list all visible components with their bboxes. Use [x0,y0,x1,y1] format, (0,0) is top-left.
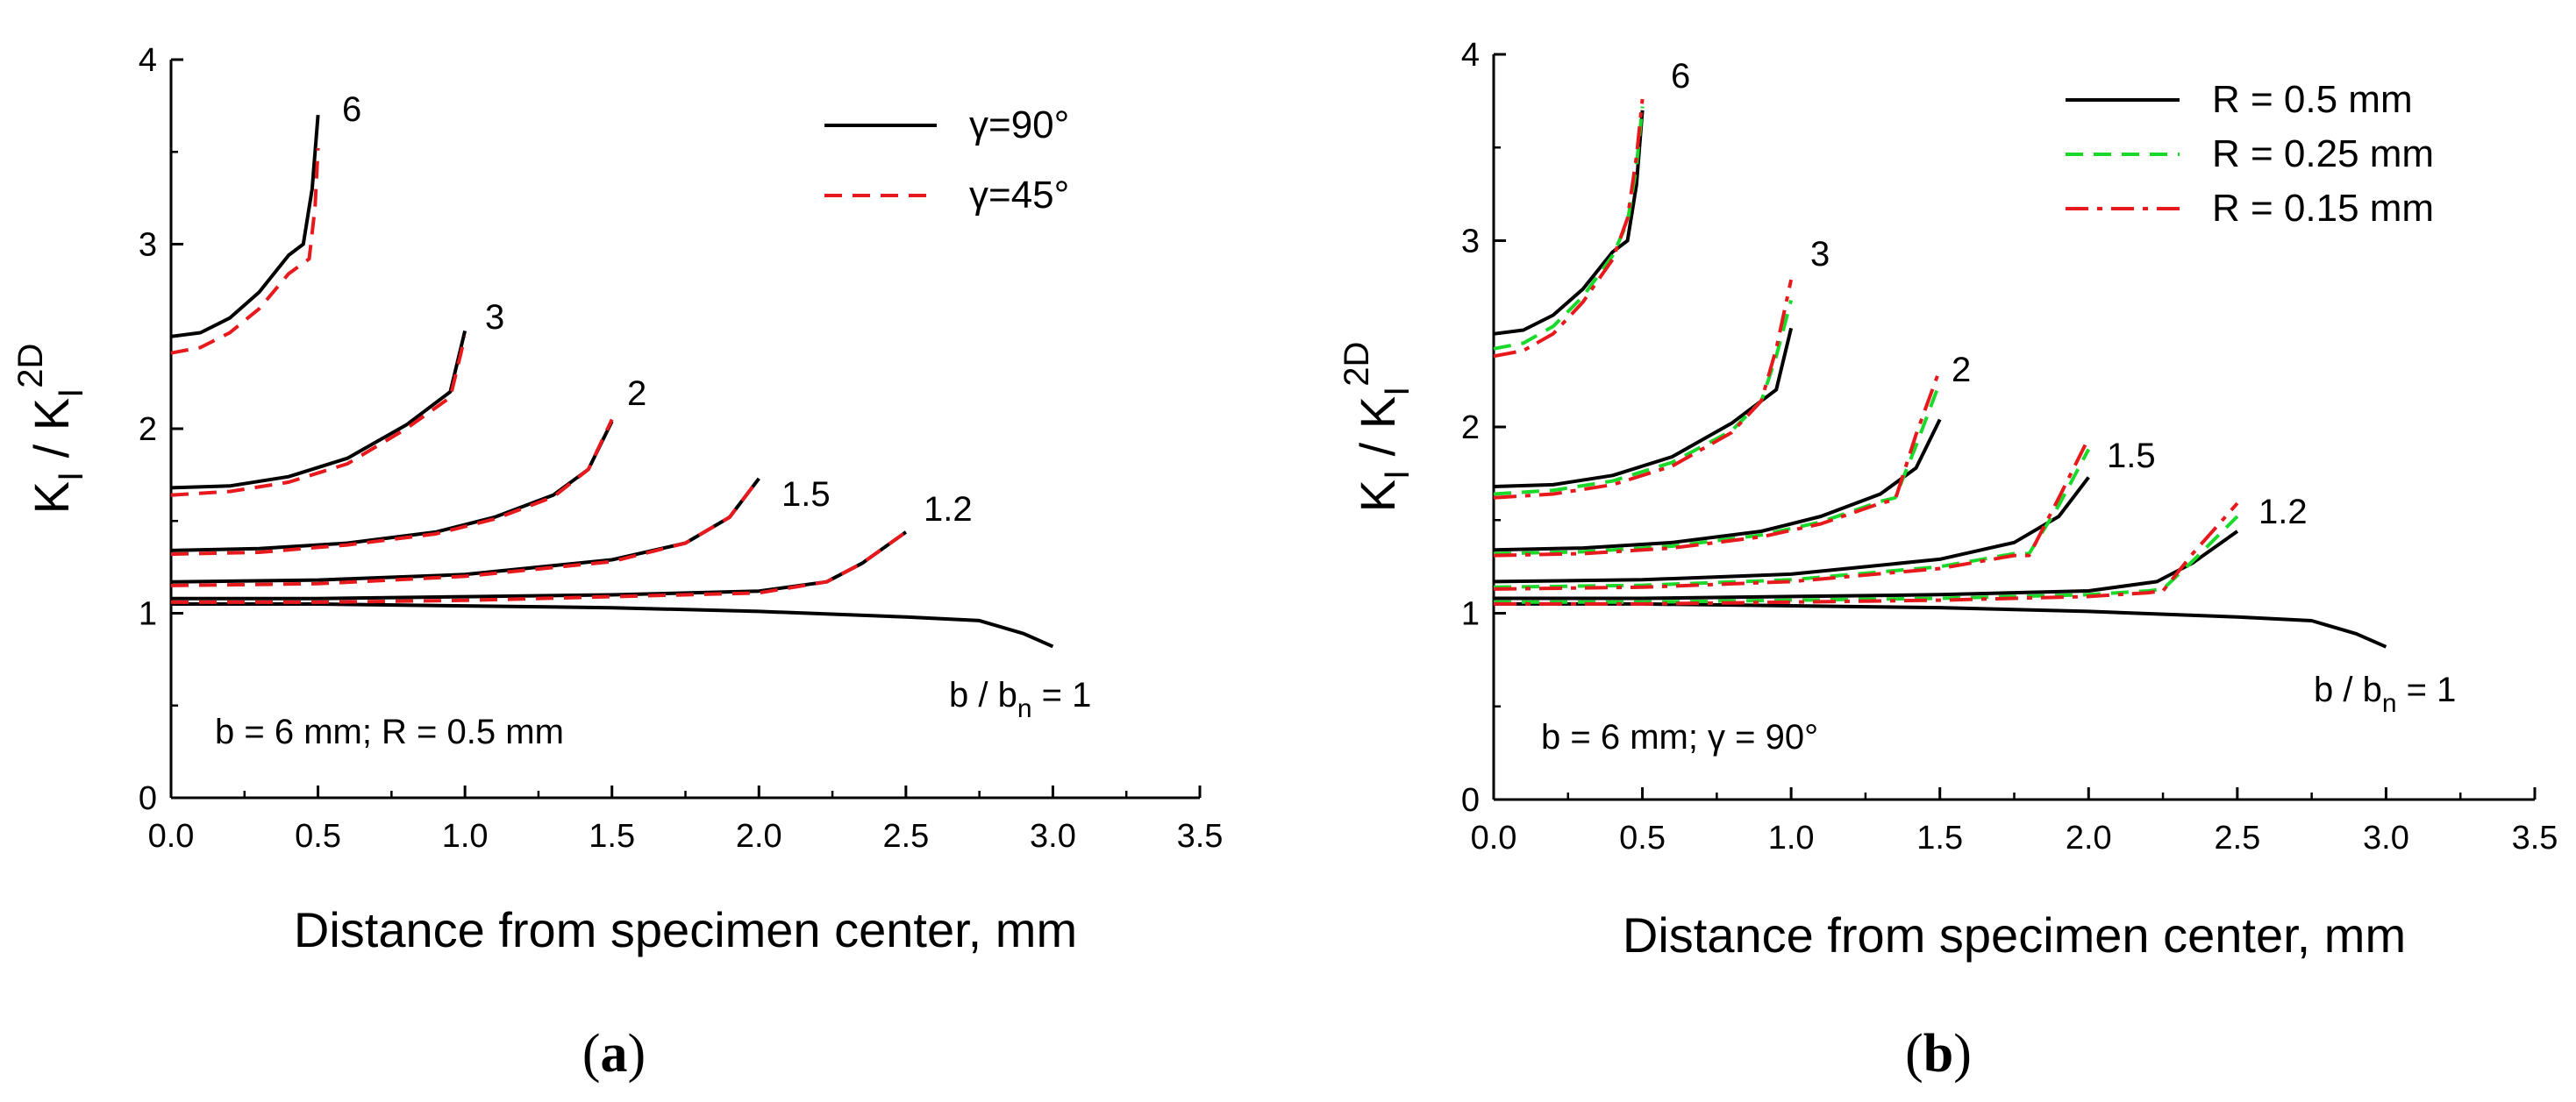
y-tick-label: 1 [139,596,157,633]
x-tick-label: 3.0 [1030,818,1076,855]
parameter-note: b = 6 mm; γ = 90° [1541,718,1818,757]
x-tick-label: 1.5 [1916,820,1963,857]
curve-line [1493,106,1645,351]
x-tick-label: 2.5 [2214,820,2260,857]
y-tick-label: 4 [139,42,157,79]
curve-line [170,336,467,497]
ratio-label: b / bn = 1 [949,676,1091,723]
curve-line [171,602,1054,649]
curve-line [170,477,760,587]
x-tick-label: 1.0 [442,818,489,855]
legend-label: R = 0.5 mm [2212,78,2413,121]
legend-label: R = 0.25 mm [2212,132,2434,175]
curve-label: 3 [1810,235,1830,274]
curve-label: 3 [485,298,504,337]
curve-line [170,330,467,490]
curve-line [170,477,760,584]
curve-line [170,418,614,557]
curve-line [1493,279,1794,500]
panel-label: (a) [582,1024,646,1084]
curve-line [1493,476,2090,584]
legend-label: γ=45° [969,174,1069,217]
y-axis-title: KI / KI2D [11,344,90,515]
curve-label: 1.5 [781,475,831,514]
x-tick-label: 3.5 [1177,818,1224,855]
curve-label: 2 [1952,351,1971,389]
y-tick-label: 0 [1461,782,1480,819]
x-tick-label: 3.0 [2363,820,2409,857]
x-tick-label: 1.0 [1768,820,1815,857]
y-tick-label: 2 [139,411,157,448]
curve-line [1494,601,2387,649]
y-tick-label: 3 [139,227,157,264]
curve-line [1493,368,1942,558]
x-tick-label: 3.5 [2512,820,2558,857]
legend-label: R = 0.15 mm [2212,187,2434,230]
curve-line [1493,437,2091,591]
curve-line [171,530,908,604]
curve-line [1494,515,2239,604]
x-tick-label: 0.5 [1619,820,1666,857]
chart-panel-a: 0.0 0.5 1.0 1.5 2.0 2.5 3.0 3.5 0 1 2 3 4 Distance fr… [11,42,1223,1084]
series-r-0-25-mm [1493,106,2239,604]
curve-line [170,147,320,355]
curve-line [1493,381,1942,556]
chart-panel-b: 0.0 0.5 1.0 1.5 2.0 2.5 3.0 3.5 0 1 2 3 4 Distance fr… [1338,37,2558,1084]
series--45- [170,147,908,604]
series-r-0-15-mm [1493,98,2239,606]
legend: R = 0.5 mm R = 0.25 mm R = 0.15 mm [2066,78,2434,230]
y-tick-label: 1 [1461,596,1480,633]
curve-line [1494,501,2239,606]
x-tick-label: 2.5 [882,818,929,855]
y-tick-label: 0 [139,780,157,817]
x-tick-label: 2.0 [2066,820,2112,857]
curve-label: 1.5 [2107,437,2156,475]
curve-line [1493,327,1794,488]
panel-label: (b) [1905,1024,1972,1084]
curve-line [1493,418,1942,552]
curve-line [1493,98,1645,359]
x-tick-label: 0.5 [295,818,341,855]
x-axis-title: Distance from specimen center, mm [294,902,1077,957]
legend-label: γ=90° [969,103,1069,146]
y-axis-title: KI / KI2D [1338,342,1416,513]
x-tick-label: 1.5 [589,818,635,855]
x-axis-title: Distance from specimen center, mm [1623,907,2406,963]
y-tick-label: 3 [1461,224,1480,260]
parameter-note: b = 6 mm; R = 0.5 mm [215,713,564,751]
y-tick-label: 2 [1461,409,1480,446]
curve-label: 2 [627,374,646,413]
curve-line [170,114,320,338]
curve-line [1493,448,2091,589]
legend: γ=90° γ=45° [824,103,1069,217]
x-tick-label: 0.0 [1471,820,1517,857]
x-tick-label: 2.0 [736,818,782,855]
curve-label: 6 [1671,57,1690,96]
curve-line [1493,110,1645,336]
ratio-label: b / bn = 1 [2314,671,2456,718]
y-tick-label: 4 [1461,37,1480,74]
curve-line [1493,299,1794,496]
curve-label: 6 [342,90,361,129]
x-tick-label: 0.0 [148,818,195,855]
curve-label: 1.2 [2258,493,2308,531]
curve-label: 1.2 [924,490,973,529]
